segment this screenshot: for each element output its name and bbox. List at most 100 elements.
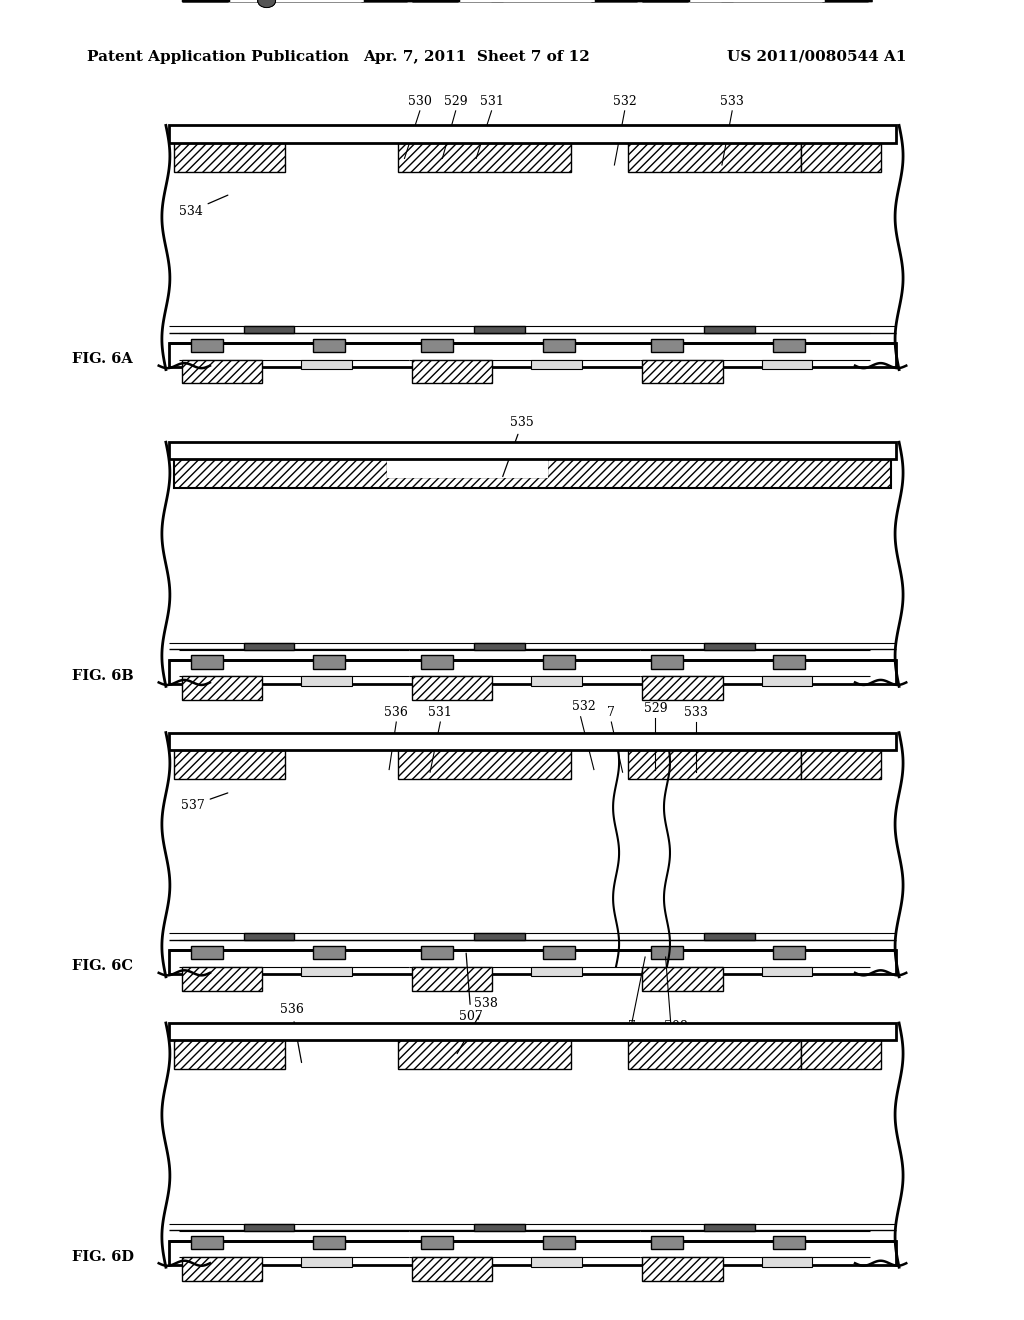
Bar [705, 1224, 755, 1230]
Bar [169, 343, 896, 367]
Bar [190, 338, 223, 351]
Text: 531: 531 [428, 706, 453, 719]
Bar [190, 945, 223, 958]
Text: 535: 535 [503, 416, 535, 477]
Text: Patent Application Publication: Patent Application Publication [87, 50, 349, 63]
Ellipse shape [258, 0, 275, 7]
Bar [642, 1257, 723, 1280]
Bar [642, 360, 723, 383]
Bar [301, 966, 352, 975]
Bar [531, 1257, 582, 1267]
Text: Apr. 7, 2011  Sheet 7 of 12: Apr. 7, 2011 Sheet 7 of 12 [364, 50, 590, 63]
Bar [651, 1236, 683, 1249]
Bar [543, 945, 575, 958]
Text: 508: 508 [664, 1020, 688, 1034]
Bar [705, 643, 755, 651]
Text: 529: 529 [643, 702, 668, 715]
Bar [174, 750, 285, 779]
Bar [169, 733, 896, 750]
Text: 536: 536 [280, 1003, 304, 1063]
Bar [244, 1224, 294, 1230]
Bar [773, 945, 806, 958]
Text: 530: 530 [408, 95, 432, 108]
Bar [169, 125, 896, 143]
Text: FIG. 6B: FIG. 6B [72, 669, 133, 682]
Bar [474, 933, 524, 940]
Text: 532: 532 [612, 95, 637, 108]
Text: 7: 7 [607, 706, 615, 719]
Bar [174, 143, 285, 172]
Text: FIG. 6C: FIG. 6C [72, 960, 133, 973]
Bar [773, 656, 806, 668]
Text: 537: 537 [181, 793, 227, 812]
Bar [174, 459, 891, 488]
Text: 534: 534 [179, 195, 228, 218]
Bar [412, 1257, 493, 1280]
Bar [181, 360, 262, 383]
Bar [169, 1241, 896, 1265]
Text: 533: 533 [720, 95, 744, 108]
Bar [181, 1257, 262, 1280]
Bar [628, 1040, 801, 1069]
Bar [169, 660, 896, 684]
Bar [642, 966, 723, 990]
Bar [244, 326, 294, 333]
Bar [169, 1023, 896, 1040]
Text: 538: 538 [457, 997, 499, 1053]
Text: 531: 531 [479, 95, 504, 108]
Bar [651, 338, 683, 351]
Bar [801, 1040, 882, 1069]
Bar [412, 966, 493, 990]
Bar [398, 1040, 570, 1069]
Bar [762, 360, 812, 370]
Ellipse shape [258, 0, 275, 8]
Bar [705, 933, 755, 940]
Text: FIG. 6A: FIG. 6A [72, 352, 132, 366]
Bar [543, 1236, 575, 1249]
Text: 536: 536 [384, 706, 409, 719]
Bar [762, 1257, 812, 1267]
Text: 7: 7 [628, 1020, 636, 1034]
Bar [190, 1236, 223, 1249]
Text: 529: 529 [443, 95, 468, 108]
Bar [244, 643, 294, 651]
Bar [387, 459, 547, 477]
Bar [412, 676, 493, 700]
Bar [421, 1236, 454, 1249]
Bar [169, 442, 896, 459]
Bar [301, 676, 352, 685]
Bar [398, 143, 570, 172]
Bar [312, 656, 345, 668]
Bar [531, 676, 582, 685]
Text: 507: 507 [459, 953, 483, 1023]
Bar [181, 966, 262, 990]
Bar [301, 360, 352, 370]
Bar [801, 750, 882, 779]
Bar [181, 676, 262, 700]
Bar [762, 966, 812, 975]
Bar [762, 676, 812, 685]
Text: 533: 533 [684, 706, 709, 719]
Bar [190, 656, 223, 668]
Bar [421, 338, 454, 351]
Bar [301, 1257, 352, 1267]
Bar [642, 676, 723, 700]
Bar [628, 143, 801, 172]
Bar [421, 656, 454, 668]
Bar [174, 1040, 285, 1069]
Bar [628, 750, 801, 779]
Text: US 2011/0080544 A1: US 2011/0080544 A1 [727, 50, 906, 63]
Bar [773, 1236, 806, 1249]
Bar [398, 750, 570, 779]
Bar [474, 326, 524, 333]
Bar [474, 1224, 524, 1230]
Bar [543, 338, 575, 351]
Bar [412, 360, 493, 383]
Text: FIG. 6D: FIG. 6D [72, 1250, 134, 1263]
Bar [312, 1236, 345, 1249]
Bar [801, 143, 882, 172]
Bar [543, 656, 575, 668]
Bar [705, 326, 755, 333]
Text: 532: 532 [571, 700, 596, 713]
Bar [651, 945, 683, 958]
